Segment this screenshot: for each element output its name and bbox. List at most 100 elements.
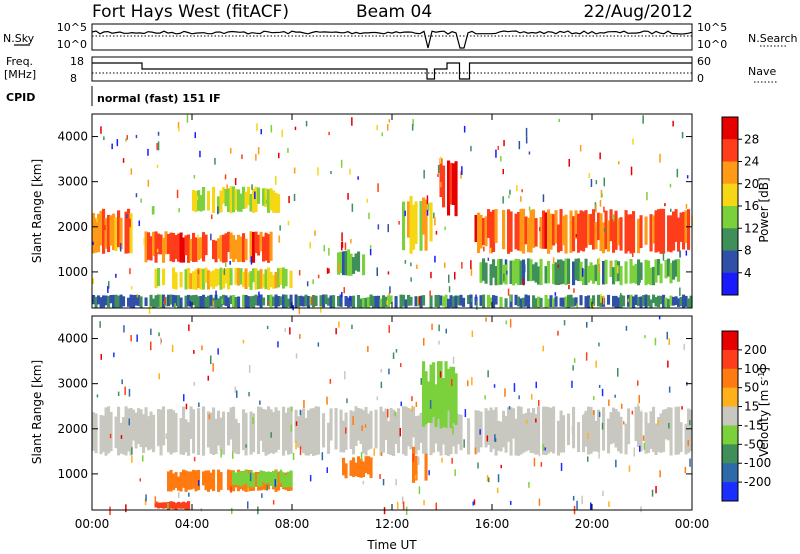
heat-cell [462, 297, 466, 307]
heat-cell [204, 234, 208, 256]
heat-speck [395, 349, 398, 353]
heat-speck [598, 384, 601, 388]
heat-cell [247, 296, 251, 308]
heat-cell [229, 268, 233, 286]
velocity-yticks: 1000 2000 3000 4000 [57, 332, 692, 481]
heat-speck [92, 241, 94, 245]
heat-speck [257, 147, 260, 155]
x-axis-label: Time UT [366, 538, 417, 552]
nave-tick-bottom: 0 [697, 72, 704, 85]
heat-cell [677, 298, 681, 307]
heat-speck [388, 325, 390, 333]
heat-cell [522, 208, 526, 254]
heat-cell [249, 271, 253, 290]
heat-speck [503, 140, 505, 147]
heat-cell [494, 295, 498, 305]
heat-speck [288, 196, 290, 204]
heat-cell [112, 294, 116, 308]
heat-cell [499, 258, 503, 285]
heat-cell [144, 231, 148, 263]
heat-cell [597, 409, 601, 452]
heat-cell [194, 191, 198, 213]
heat-cell [354, 462, 358, 477]
heat-cell [542, 210, 546, 249]
heat-cell [504, 415, 508, 453]
colorbar-tick-label: -100 [744, 456, 771, 470]
heat-speck [344, 371, 346, 380]
heat-speck [388, 368, 390, 375]
heat-cell [369, 410, 373, 449]
heat-speck [270, 432, 272, 438]
heat-cell [537, 406, 541, 455]
heat-cell [152, 414, 156, 453]
heat-cell [414, 416, 418, 455]
heat-cell [507, 209, 511, 254]
heat-cell [534, 414, 538, 455]
heat-cell [654, 423, 658, 455]
heat-cell [607, 418, 611, 454]
heat-cell [617, 218, 621, 246]
heat-speck [303, 400, 305, 409]
heat-speck [351, 117, 353, 126]
x-tick-label: 12:00 [375, 517, 410, 531]
heat-speck [274, 479, 277, 487]
heat-speck [528, 482, 530, 488]
heat-cell [634, 294, 638, 306]
heat-cell [94, 413, 98, 454]
heat-cell [419, 201, 423, 251]
heat-speck [360, 452, 363, 461]
heat-cell [669, 295, 673, 306]
heat-cell [589, 213, 593, 245]
heat-cell [104, 407, 108, 456]
heat-cell [474, 214, 478, 242]
heat-speck [311, 296, 313, 306]
heat-cell [212, 469, 216, 492]
heat-cell [314, 406, 318, 456]
heat-cell [602, 222, 606, 254]
heat-speck [293, 167, 296, 174]
heat-speck [197, 234, 199, 239]
heat-speck [599, 200, 602, 207]
heat-cell [272, 275, 276, 289]
heat-cell [447, 160, 451, 216]
heat-cell [189, 471, 193, 490]
heat-cell [344, 296, 348, 307]
heat-cell [242, 294, 246, 307]
colorbar-tick-label: -200 [744, 475, 771, 489]
heat-cell [99, 415, 103, 455]
heat-cell [144, 407, 148, 448]
heat-speck [367, 346, 369, 352]
heat-cell [449, 421, 453, 455]
heat-cell [277, 410, 281, 450]
heat-cell [267, 234, 271, 263]
heat-cell [477, 212, 481, 254]
heat-cell [344, 463, 348, 479]
heat-cell [197, 408, 201, 455]
heat-speck [343, 287, 345, 294]
heat-speck [598, 411, 601, 417]
heat-speck [183, 394, 185, 402]
heat-cell [439, 295, 443, 306]
heat-cell [309, 408, 313, 454]
heat-speck [646, 191, 648, 201]
heat-speck [500, 464, 502, 469]
heat-speck [410, 262, 412, 267]
heat-cell [614, 409, 618, 448]
heat-speck [592, 303, 594, 309]
heat-speck [433, 212, 435, 219]
heat-speck [672, 120, 674, 127]
heat-speck [158, 373, 160, 380]
heat-speck [659, 470, 661, 478]
heat-cell [237, 234, 241, 263]
heat-cell [197, 268, 201, 289]
heat-cell [239, 236, 243, 262]
heat-cell [522, 259, 526, 285]
heat-speck [474, 447, 477, 455]
heat-speck [520, 196, 522, 202]
heat-cell [167, 234, 171, 255]
heat-speck [572, 495, 575, 501]
heat-cell [107, 295, 111, 308]
heat-cell [337, 296, 341, 307]
heat-speck [373, 448, 375, 456]
heat-cell [514, 418, 518, 456]
